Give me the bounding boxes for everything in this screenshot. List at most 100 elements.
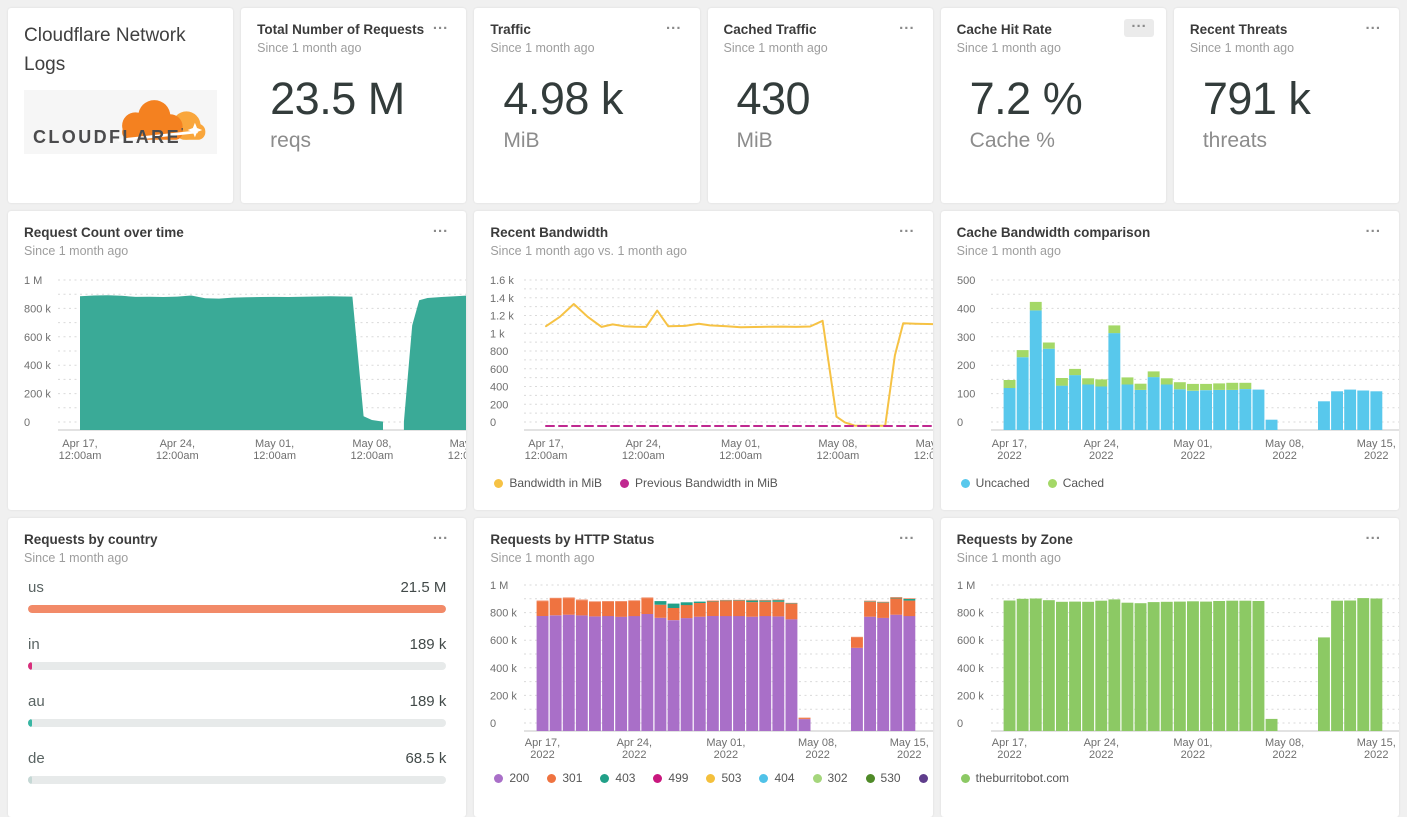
panel-subtitle: Since 1 month ago [723,41,828,56]
panel-title: Recent Threats [1189,22,1288,37]
svg-text:2022: 2022 [1272,749,1296,761]
country-value: 21.5 M [400,579,447,597]
legend-item[interactable]: Previous Bandwidth in MiB [620,476,778,490]
legend-item[interactable]: 499 [653,771,688,785]
svg-text:Apr 24,: Apr 24, [617,737,652,749]
panel-subtitle: Since 1 month ago [956,244,1061,259]
legend-dot-icon [759,773,769,783]
svg-text:May 01,: May 01, [255,438,294,450]
svg-text:May 15,: May 15, [450,438,467,450]
stat-value-block: 430 MiB [724,71,917,153]
svg-text:200 k: 200 k [957,691,984,703]
svg-text:200 k: 200 k [490,691,517,703]
bottom-chart-row: Requests by country Since 1 month ago ..… [8,518,1399,817]
panel-subtitle: Since 1 month ago [257,41,362,56]
country-code: de [28,750,45,768]
svg-text:400: 400 [957,304,975,316]
svg-text:1 M: 1 M [490,580,508,592]
legend-item[interactable]: Bandwidth in MiB [494,476,602,490]
panel-title: Traffic [490,22,531,37]
stat-value: 23.5 M [270,73,405,125]
svg-text:Apr 17,: Apr 17, [991,737,1026,749]
stat-value-block: 4.98 k MiB [490,71,683,153]
stat-unit: Cache % [969,129,1055,153]
chart-panel-http-status: Requests by HTTP Status Since 1 month ag… [474,518,933,817]
svg-text:400: 400 [490,382,508,394]
more-options-icon[interactable]: ... [899,219,915,236]
country-bar-fill [28,719,32,728]
panel-subtitle: Since 1 month ago [956,41,1061,56]
svg-text:12:00am: 12:00am [622,450,665,462]
country-value: 189 k [409,636,447,654]
legend-item[interactable]: 530 [865,771,901,785]
legend-item[interactable]: 403 [600,771,635,785]
legend-item[interactable]: Uncached [960,476,1030,490]
legend-dot-icon [706,773,716,783]
legend-item[interactable]: 404 [759,771,795,785]
svg-text:May 01,: May 01, [721,438,760,450]
legend-dot-icon [918,773,928,783]
legend-item[interactable]: theburritobot.com [960,771,1069,785]
svg-text:800 k: 800 k [24,304,51,316]
legend-item[interactable]: Cached [1047,476,1104,490]
more-options-icon[interactable]: ... [899,16,915,33]
more-options-icon[interactable]: ... [899,526,915,543]
more-options-icon[interactable]: ... [1124,15,1154,37]
chart-body: 0 200 400 600 800 1 k 1.2 k 1.4 k 1.6 k Apr 17, 12… [490,268,933,468]
svg-text:12:00am: 12:00am [350,450,393,462]
legend-dot-icon [547,773,557,783]
svg-text:May 15,: May 15, [1356,438,1395,450]
svg-text:2022: 2022 [1180,450,1204,462]
svg-text:200: 200 [957,360,975,372]
more-options-icon[interactable]: ... [1365,526,1381,543]
svg-text:2022: 2022 [622,749,646,761]
svg-text:May 01,: May 01, [707,737,746,749]
svg-text:500: 500 [957,275,975,287]
more-options-icon[interactable]: ... [432,16,449,33]
country-bar-fill [28,776,32,785]
stat-value: 7.2 % [969,73,1083,125]
svg-text:12:00am: 12:00am [156,450,199,462]
more-options-icon[interactable]: ... [432,526,449,543]
svg-text:12:00am: 12:00am [817,450,860,462]
more-options-icon[interactable]: ... [665,16,682,33]
svg-text:400 k: 400 k [490,663,517,675]
stat-panel-cached-traffic: Cached Traffic Since 1 month ago ... 430… [707,8,933,203]
stat-row: Cloudflare Network Logs CLOUDFLARE' Tota… [8,8,1399,203]
svg-text:Apr 17,: Apr 17, [62,438,97,450]
legend-item[interactable]: 200 [494,771,529,785]
panel-title: Recent Bandwidth [490,225,609,240]
stat-unit: threats [1202,129,1268,153]
legend-dot-icon [812,773,822,783]
panel-title: Request Count over time [24,225,184,240]
svg-text:12:00am: 12:00am [59,450,102,462]
chart-legend: Uncached Cached [957,476,1383,490]
svg-text:Apr 24,: Apr 24, [160,438,195,450]
more-options-icon[interactable]: ... [432,219,449,236]
legend-item[interactable]: 503 [706,771,741,785]
more-options-icon[interactable]: ... [1365,219,1381,236]
panel-subtitle: Since 1 month ago vs. 1 month ago [490,244,687,259]
country-value: 68.5 k [405,750,447,768]
svg-text:0: 0 [957,417,963,429]
legend-item[interactable]: 526 [918,771,933,785]
legend-item[interactable]: 301 [547,771,582,785]
legend-item[interactable]: 302 [812,771,848,785]
svg-text:100: 100 [957,389,975,401]
country-value: 189 k [409,693,447,711]
svg-text:600: 600 [490,364,508,376]
panel-title: Requests by HTTP Status [490,532,655,547]
more-options-icon[interactable]: ... [1365,16,1381,33]
svg-text:1.6 k: 1.6 k [490,275,514,287]
stat-value: 430 [736,73,811,125]
svg-text:Apr 24,: Apr 24, [1083,438,1118,450]
svg-text:Apr 24,: Apr 24, [626,438,661,450]
svg-text:1 M: 1 M [24,275,42,287]
